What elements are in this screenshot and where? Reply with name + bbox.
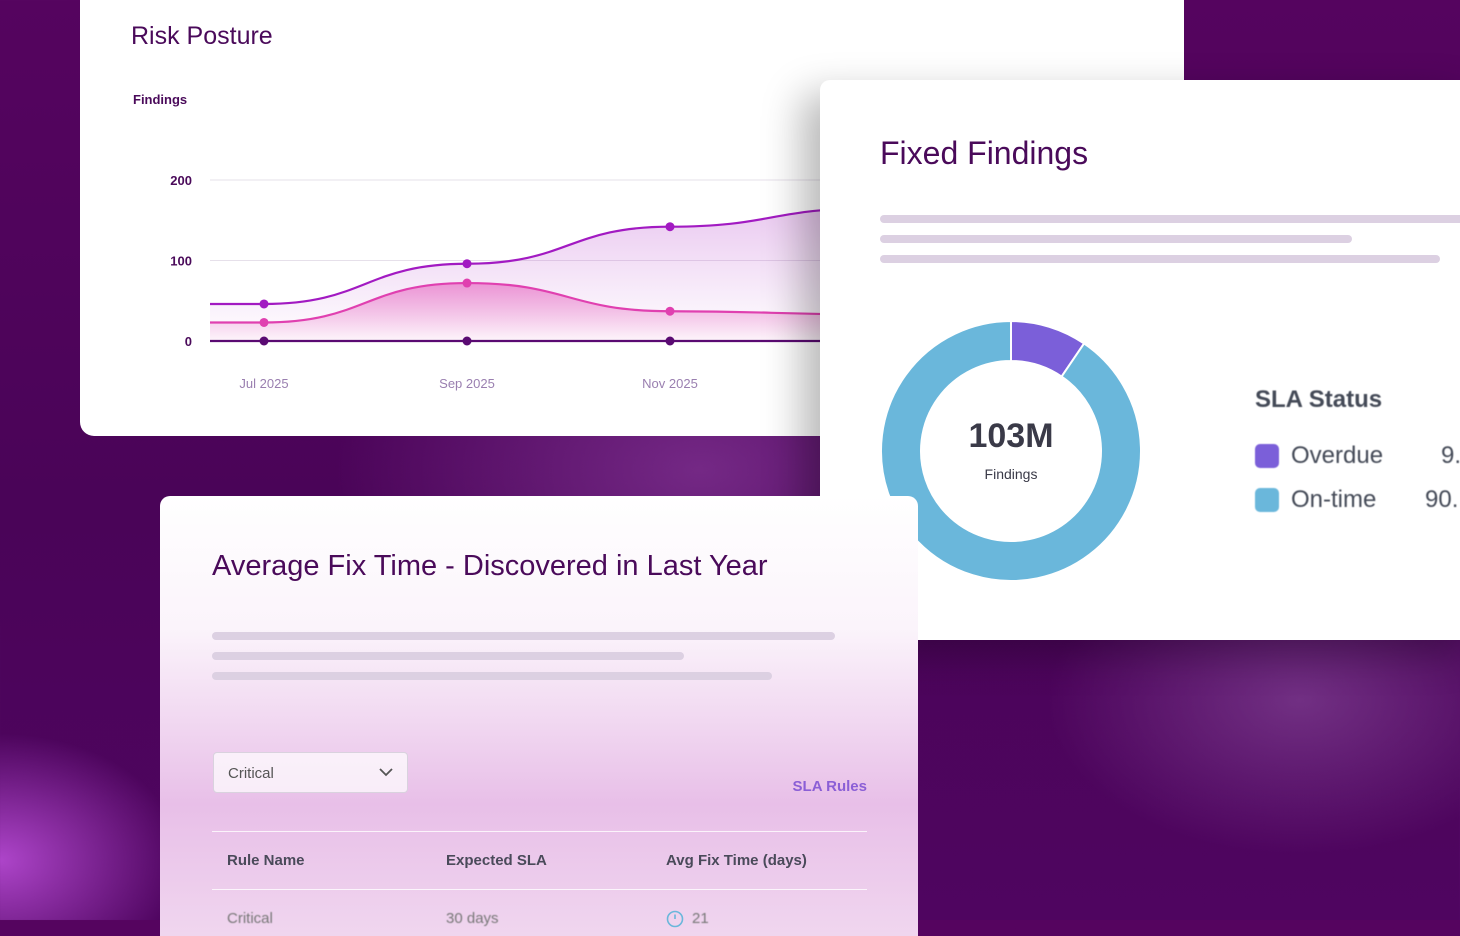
severity-select[interactable]: Critical <box>213 752 408 793</box>
average-fix-time-title: Average Fix Time - Discovered in Last Ye… <box>212 550 768 582</box>
legend-swatch <box>1255 488 1279 512</box>
clock-icon <box>666 910 684 928</box>
legend-label: On-time <box>1291 486 1377 513</box>
legend-value: 9. <box>1441 442 1460 469</box>
average-fix-time-card: Average Fix Time - Discovered in Last Ye… <box>160 496 918 936</box>
fixed-findings-card: Fixed Findings 103M Findings SLA Status … <box>820 80 1460 640</box>
sla-rules-link[interactable]: SLA Rules <box>792 778 867 795</box>
data-point[interactable] <box>259 299 269 309</box>
placeholder-line <box>212 672 772 680</box>
x-tick-label: Nov 2025 <box>642 376 698 391</box>
severity-select-value: Critical <box>228 765 274 782</box>
column-header-avg-fix-time[interactable]: Avg Fix Time (days) <box>666 852 807 869</box>
legend-swatch <box>1255 444 1279 468</box>
data-point[interactable] <box>462 278 472 288</box>
data-point[interactable] <box>462 336 472 346</box>
table-cell-expected-sla: 30 days <box>446 910 499 927</box>
placeholder-line <box>212 652 684 660</box>
table-cell-rule-name: Critical <box>227 910 273 927</box>
data-point[interactable] <box>665 306 675 316</box>
table-cell-avg-fix-time: 21 <box>692 910 709 927</box>
legend-title: SLA Status <box>1255 386 1383 413</box>
x-tick-label: Sep 2025 <box>439 376 495 391</box>
x-tick-label: Jul 2025 <box>239 376 288 391</box>
donut-slice[interactable] <box>880 320 1142 582</box>
legend-label: Overdue <box>1291 442 1384 469</box>
placeholder-line <box>880 255 1440 263</box>
placeholder-line <box>880 235 1352 243</box>
chevron-down-icon <box>379 768 393 777</box>
risk-posture-title: Risk Posture <box>131 22 273 50</box>
y-axis-label: Findings <box>133 92 188 107</box>
data-point[interactable] <box>665 336 675 346</box>
data-point[interactable] <box>665 222 675 232</box>
data-point[interactable] <box>259 336 269 346</box>
placeholder-line <box>880 215 1460 223</box>
table-divider <box>212 831 867 832</box>
y-tick-label: 0 <box>185 334 192 349</box>
sla-status-donut[interactable] <box>880 320 1142 582</box>
fixed-findings-title: Fixed Findings <box>880 135 1089 171</box>
column-header-expected-sla[interactable]: Expected SLA <box>446 852 547 869</box>
data-point[interactable] <box>462 259 472 269</box>
table-divider <box>212 889 867 890</box>
y-tick-label: 200 <box>170 173 192 188</box>
data-point[interactable] <box>259 317 269 327</box>
column-header-rule-name[interactable]: Rule Name <box>227 852 305 869</box>
donut-total-label: Findings <box>984 466 1038 482</box>
placeholder-line <box>212 632 835 640</box>
y-tick-label: 100 <box>170 254 192 269</box>
legend-value: 90. <box>1425 486 1459 513</box>
donut-total: 103M <box>968 417 1054 455</box>
